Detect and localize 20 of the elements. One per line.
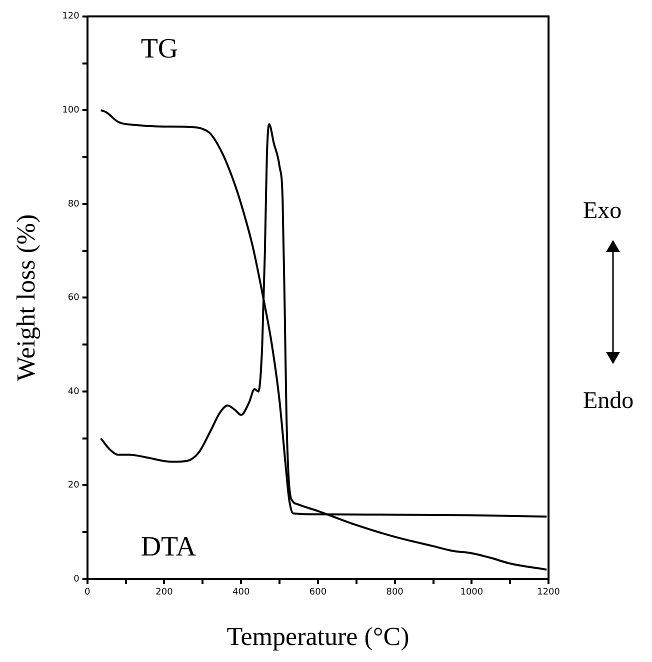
text: TG bbox=[140, 34, 178, 65]
x-tick-label: 800 bbox=[386, 588, 404, 598]
y-tick-label: 120 bbox=[62, 12, 80, 22]
x-tick-label: 1200 bbox=[537, 588, 560, 598]
y-tick-label: 20 bbox=[68, 480, 80, 491]
text: Exo bbox=[583, 198, 622, 225]
y-tick-label: 80 bbox=[68, 199, 80, 210]
x-tick-label: 200 bbox=[156, 588, 174, 598]
y-axis-title: Weight loss (%) bbox=[11, 214, 40, 382]
y-tick-label: 60 bbox=[68, 293, 80, 304]
x-tick-label: 400 bbox=[232, 588, 250, 598]
x-tick-label: 1000 bbox=[460, 588, 484, 598]
y-tick-label: 0 bbox=[74, 574, 80, 584]
y-tick-label: 100 bbox=[62, 106, 80, 116]
x-axis-title: Temperature (°C) bbox=[226, 622, 410, 652]
x-tick-label: 600 bbox=[309, 588, 327, 598]
text: Endo bbox=[583, 388, 634, 415]
text: DTA bbox=[140, 532, 197, 563]
y-tick-label: 40 bbox=[68, 386, 80, 397]
x-tick-label: 0 bbox=[84, 588, 91, 598]
